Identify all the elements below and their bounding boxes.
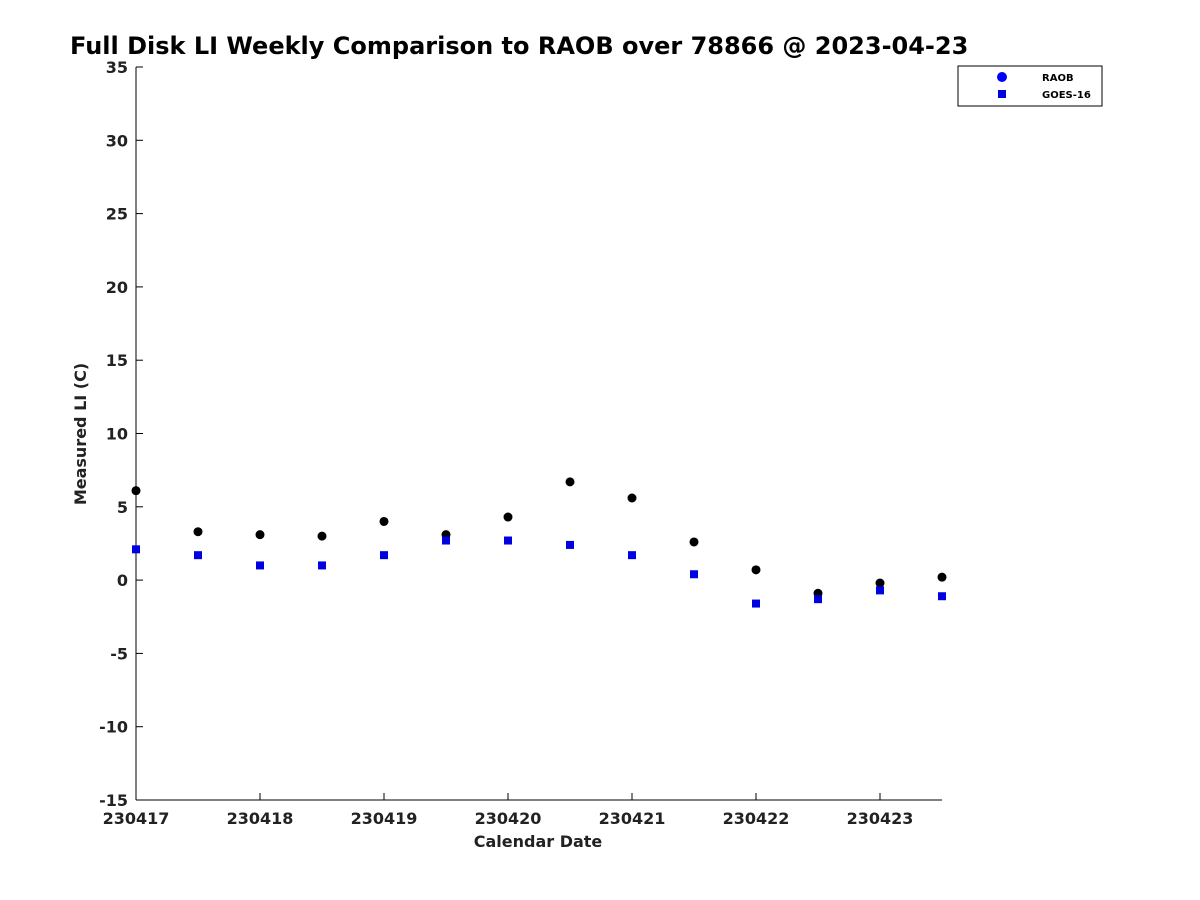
x-tick-label: 230417 <box>103 809 170 828</box>
y-tick-label: 25 <box>106 205 128 224</box>
y-tick-label: 20 <box>106 278 128 297</box>
goes-16-point <box>566 540 574 549</box>
y-axis-ticks: -15 -10 -5 0 5 10 15 20 25 30 35 <box>99 58 143 810</box>
goes-16-point <box>938 592 946 601</box>
raob-point <box>565 477 575 487</box>
raob-point <box>689 537 699 547</box>
y-tick-label: -10 <box>99 718 128 737</box>
goes-16-point <box>442 536 450 545</box>
x-tick-label: 230419 <box>351 809 418 828</box>
y-tick-label: -15 <box>99 791 128 810</box>
goes-16-point <box>132 545 140 554</box>
raob-point <box>751 565 761 575</box>
x-tick-label: 230421 <box>599 809 666 828</box>
raob-point <box>379 516 389 526</box>
axes <box>135 67 942 801</box>
y-axis-label: Measured LI (C) <box>71 363 90 505</box>
goes-16-point <box>876 586 884 595</box>
y-tick-label: 0 <box>117 571 128 590</box>
goes-16-point <box>504 536 512 545</box>
raob-point <box>503 512 513 522</box>
raob-point <box>875 578 885 588</box>
y-tick-label: -5 <box>110 644 128 663</box>
raob-point <box>937 572 947 582</box>
raob-point <box>627 493 637 503</box>
goes-16-point <box>194 551 202 560</box>
goes-16-point <box>256 561 264 570</box>
x-axis-ticks: 230417 230418 230419 230420 230421 230422 2304… <box>103 793 914 828</box>
legend: RAOB GOES-16 <box>957 65 1103 107</box>
legend-marker-goes-16 <box>998 90 1006 98</box>
goes-16-point <box>814 595 822 604</box>
y-tick-label: 10 <box>106 425 128 444</box>
chart-title: Full Disk LI Weekly Comparison to RAOB o… <box>70 32 968 60</box>
raob-point <box>317 531 327 541</box>
raob-point <box>255 530 265 540</box>
x-axis-label: Calendar Date <box>474 832 603 851</box>
data-points <box>131 477 947 608</box>
legend-label-goes-16: GOES-16 <box>1042 90 1091 101</box>
y-tick-label: 5 <box>117 498 128 517</box>
x-tick-label: 230418 <box>227 809 294 828</box>
goes-16-point <box>752 599 760 608</box>
y-tick-label: 35 <box>106 58 128 77</box>
legend-marker-raob <box>997 72 1007 82</box>
legend-box <box>957 65 1103 107</box>
y-tick-label: 15 <box>106 351 128 370</box>
x-tick-label: 230423 <box>847 809 914 828</box>
goes-16-point <box>628 551 636 560</box>
x-tick-label: 230420 <box>475 809 542 828</box>
goes-16-point <box>690 570 698 579</box>
x-tick-label: 230422 <box>723 809 790 828</box>
goes-16-point <box>318 561 326 570</box>
raob-point <box>193 527 203 537</box>
raob-point <box>131 486 141 496</box>
y-tick-label: 30 <box>106 131 128 150</box>
goes-16-point <box>380 551 388 560</box>
legend-label-raob: RAOB <box>1042 73 1074 84</box>
